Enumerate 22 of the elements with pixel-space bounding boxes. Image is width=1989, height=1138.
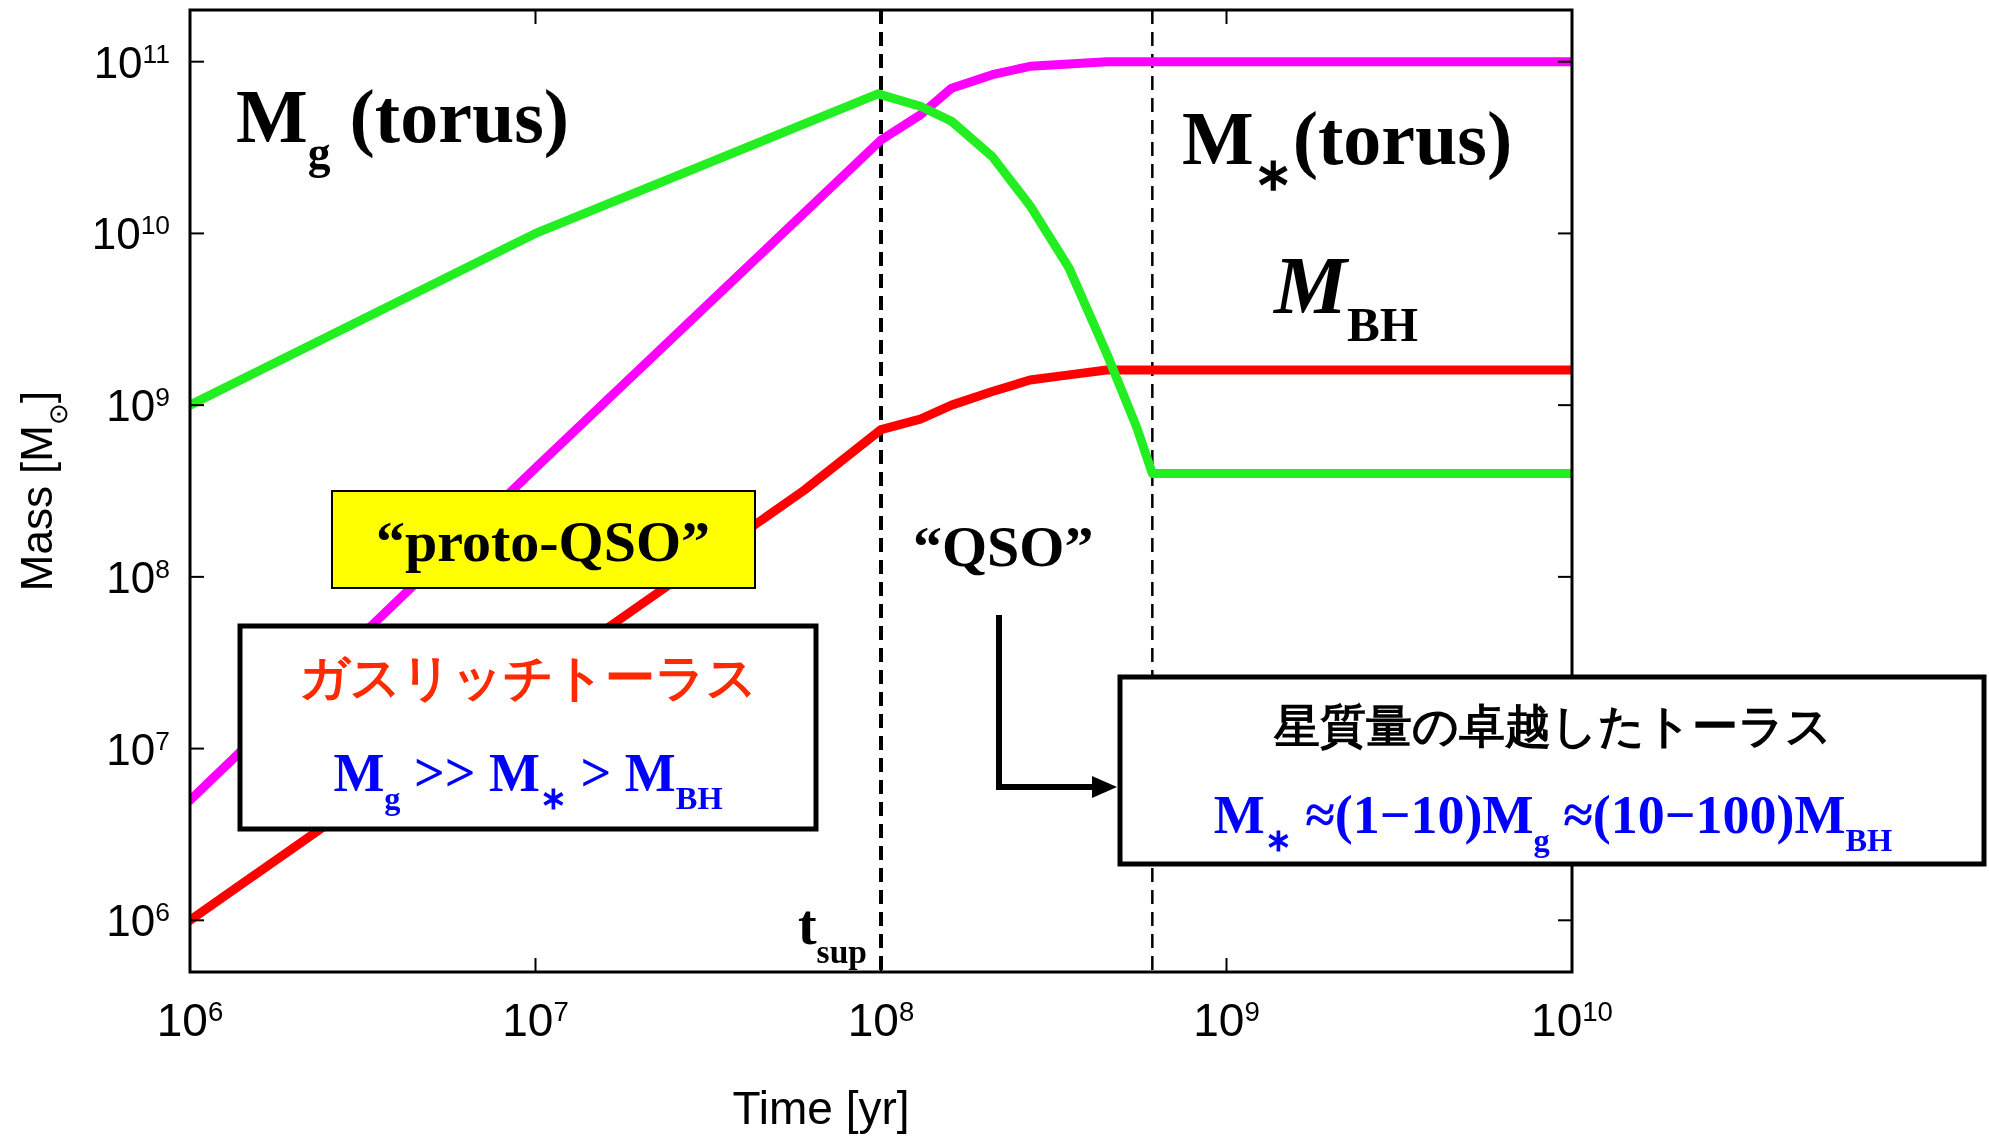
y-tick-label: 10$^{10}$ <box>91 209 170 259</box>
x-tick-label: 10$^{6}$ <box>156 994 224 1046</box>
annotation: M$_{∗}$ ≈(1−10)M$_{g}$ ≈(10−100)M$_{BH}$ <box>1213 785 1893 858</box>
y-tick-label: 10$^{6}$ <box>106 896 170 946</box>
y-tick-label: 10$^{8}$ <box>106 552 170 602</box>
annotation: M$_{∗}$(torus) <box>1182 96 1513 200</box>
annotation: M$_{BH}$ <box>1272 240 1418 352</box>
x-axis-title: Time [yr] <box>732 1082 910 1134</box>
x-tick-label: 10$^{9}$ <box>1193 994 1260 1046</box>
annotation: 星質量の卓越したトーラス <box>1273 700 1832 752</box>
y-tick-label: 10$^{9}$ <box>106 381 170 431</box>
annotation: “QSO” <box>913 514 1094 579</box>
y-tick-label: 10$^{11}$ <box>93 37 170 87</box>
annotation: M$_{g}$ >> M$_{∗}$ > M$_{BH}$ <box>333 743 723 816</box>
x-tick-label: 10$^{7}$ <box>502 994 569 1046</box>
y-tick-label: 10$^{7}$ <box>106 724 170 774</box>
x-tick-label: 10$^{10}$ <box>1531 994 1613 1046</box>
annotation: “proto-QSO” <box>375 509 711 574</box>
annotation: ガスリッチトーラス <box>299 650 757 706</box>
x-tick-label: 10$^{8}$ <box>847 994 915 1046</box>
annotation: M$_{g}$ (torus) <box>236 74 570 178</box>
ref-line-label: t$_{sup}$ <box>797 894 867 970</box>
